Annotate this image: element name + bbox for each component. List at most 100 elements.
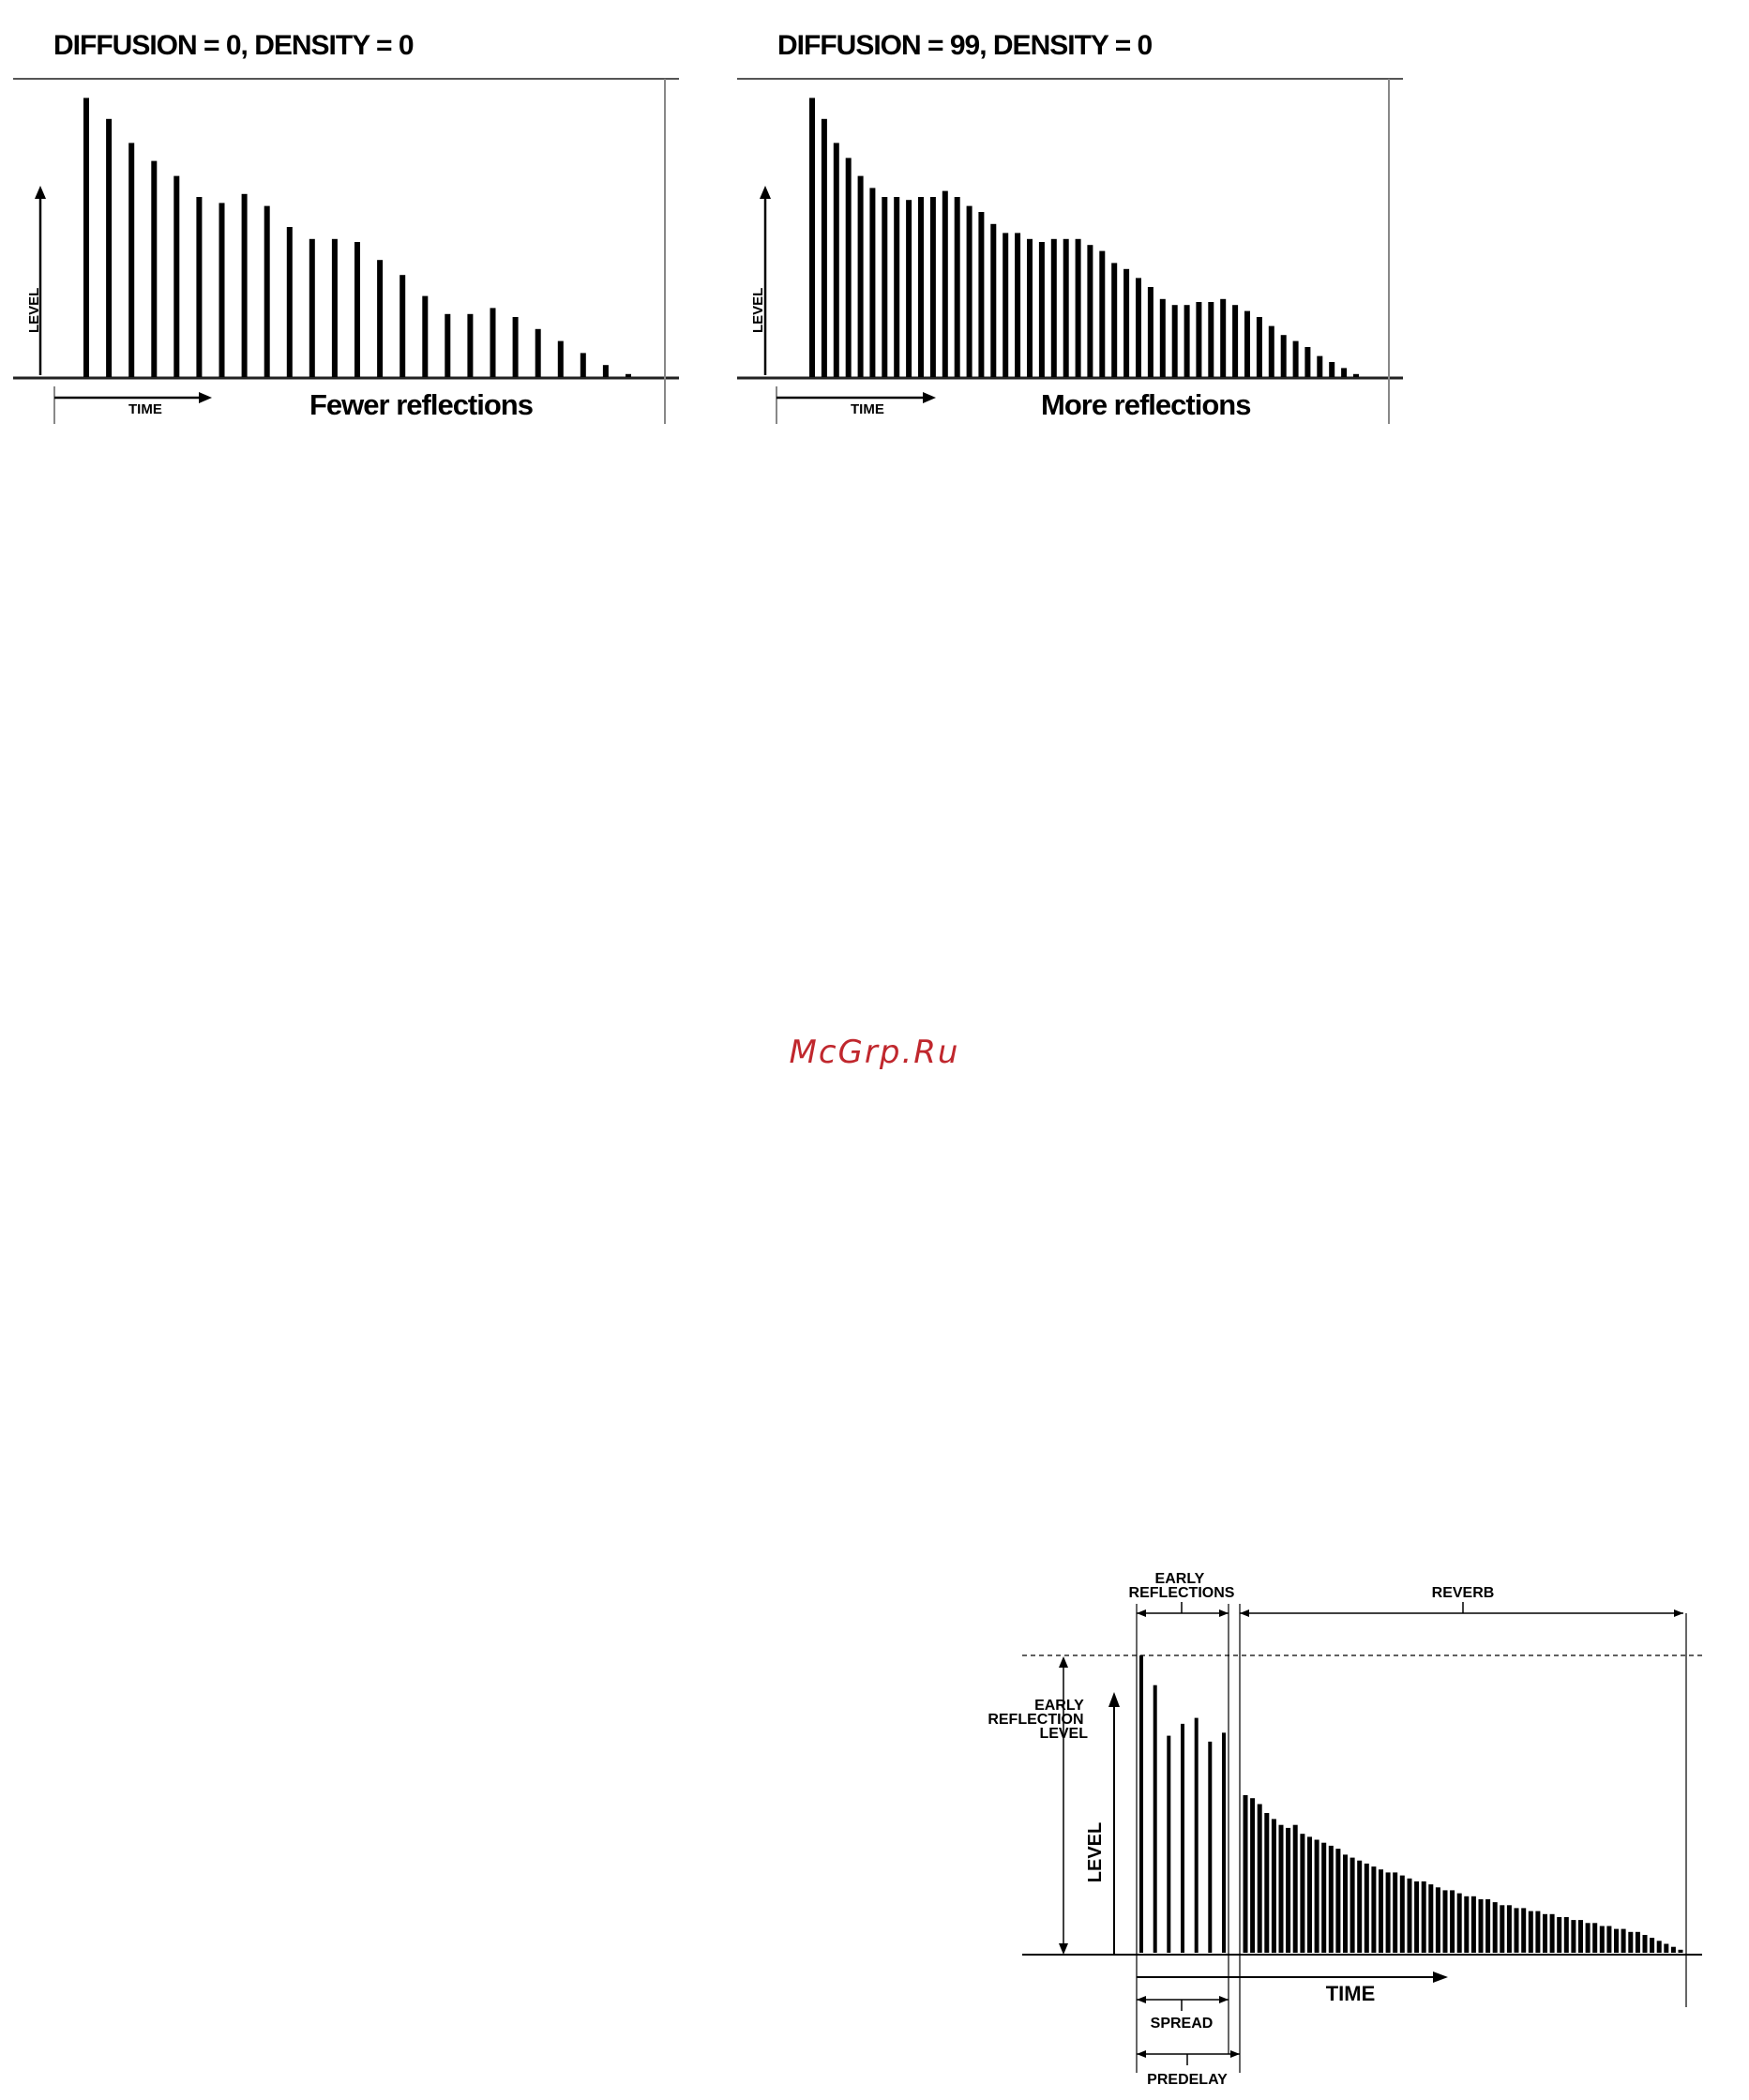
left-bar-21 xyxy=(557,340,564,377)
reverb-bar-4 xyxy=(1271,1819,1276,1954)
right-bar-25 xyxy=(1111,263,1118,377)
reverb-bar-56 xyxy=(1642,1935,1648,1953)
left-panel-caption: Fewer reflections xyxy=(309,388,534,421)
reverb-bar-31 xyxy=(1464,1896,1470,1953)
reverb-bar-7 xyxy=(1292,1824,1298,1953)
left-bar-16 xyxy=(445,313,451,377)
early-bar-6 xyxy=(1222,1732,1226,1953)
right-bar-10 xyxy=(929,197,936,377)
left-bar-10 xyxy=(309,238,315,377)
early-reflection-level-label: EARLY REFLECTION LEVEL xyxy=(988,1698,1088,1742)
right-bar-30 xyxy=(1171,305,1178,377)
reverb-bar-45 xyxy=(1563,1917,1569,1953)
reverb-bar-39 xyxy=(1521,1908,1527,1953)
reverb-bar-26 xyxy=(1428,1884,1434,1953)
right-bar-17 xyxy=(1015,233,1021,377)
right-bar-1 xyxy=(821,118,827,378)
early-bar-5 xyxy=(1208,1741,1213,1953)
right-bar-2 xyxy=(833,143,839,377)
right-bar-44 xyxy=(1341,368,1348,377)
early-bar-4 xyxy=(1194,1717,1199,1953)
left-panel-svg xyxy=(13,78,679,424)
right-y-axis-label: LEVEL xyxy=(750,287,766,333)
reverb-bar-50 xyxy=(1599,1926,1605,1953)
reverb-bar-1 xyxy=(1250,1798,1256,1953)
early-reflection-bars xyxy=(1139,1655,1226,1953)
right-bar-45 xyxy=(1353,373,1359,377)
spread-left-arrow xyxy=(1137,1996,1146,2003)
right-bar-35 xyxy=(1232,305,1239,377)
time-axis-arrowhead xyxy=(1433,1972,1448,1983)
right-panel-chart xyxy=(737,77,1403,424)
right-bar-43 xyxy=(1329,362,1335,377)
left-panel-title: DIFFUSION = 0, DENSITY = 0 xyxy=(53,30,415,61)
right-bar-40 xyxy=(1292,340,1299,377)
right-bar-29 xyxy=(1159,298,1166,377)
right-bar-42 xyxy=(1317,355,1323,377)
right-bar-32 xyxy=(1196,302,1202,377)
right-bar-19 xyxy=(1038,242,1045,377)
reverb-bar-3 xyxy=(1264,1813,1270,1953)
predelay-right-arrow xyxy=(1230,2050,1240,2058)
right-bar-28 xyxy=(1147,287,1153,377)
reverb-bar-37 xyxy=(1506,1905,1512,1953)
left-time-arrowhead xyxy=(199,392,212,403)
right-bar-14 xyxy=(978,212,985,377)
reverb-bar-5 xyxy=(1278,1824,1284,1953)
right-bar-11 xyxy=(942,190,948,377)
right-bar-39 xyxy=(1280,335,1287,377)
reverb-diagram: EARLY REFLECTIONS REVERB EARLY REFLECTIO… xyxy=(966,1566,1707,2092)
reverb-bar-57 xyxy=(1650,1938,1655,1953)
reverb-bar-32 xyxy=(1470,1896,1476,1953)
reverb-bar-24 xyxy=(1414,1881,1420,1953)
reverb-bar-60 xyxy=(1670,1946,1676,1953)
reverb-bar-6 xyxy=(1286,1827,1291,1953)
right-bar-26 xyxy=(1123,268,1130,377)
reverb-bar-10 xyxy=(1314,1839,1319,1953)
reverb-bar-59 xyxy=(1664,1943,1669,1953)
reverb-bar-0 xyxy=(1243,1795,1248,1953)
reverb-bar-27 xyxy=(1435,1887,1440,1953)
reverb-bar-11 xyxy=(1321,1842,1327,1953)
right-bar-41 xyxy=(1304,347,1311,377)
reverb-bar-38 xyxy=(1514,1908,1519,1953)
early-bar-0 xyxy=(1139,1655,1143,1953)
left-bar-4 xyxy=(173,175,180,377)
left-bar-9 xyxy=(286,227,293,377)
left-bar-20 xyxy=(535,328,541,377)
right-bar-18 xyxy=(1027,238,1033,377)
reverb-bar-52 xyxy=(1614,1928,1619,1953)
left-bar-11 xyxy=(331,238,338,377)
early-reflections-label-line1: EARLY REFLECTIONS xyxy=(1129,1571,1235,1601)
reverb-bar-16 xyxy=(1357,1860,1363,1953)
right-bar-9 xyxy=(918,197,924,377)
early-bar-2 xyxy=(1167,1735,1171,1953)
left-bar-23 xyxy=(602,365,609,377)
reverb-bar-40 xyxy=(1528,1911,1533,1953)
left-bar-1 xyxy=(106,118,113,378)
left-bar-8 xyxy=(264,205,270,377)
right-bar-24 xyxy=(1099,250,1106,377)
reverb-bar-23 xyxy=(1407,1878,1412,1954)
reverb-bar-19 xyxy=(1379,1869,1383,1953)
left-panel-chart xyxy=(13,77,679,424)
left-bar-14 xyxy=(400,275,406,377)
spread-right-arrow xyxy=(1219,1996,1229,2003)
right-bar-34 xyxy=(1220,298,1227,377)
left-bar-7 xyxy=(241,193,248,377)
reverb-bar-41 xyxy=(1535,1911,1541,1953)
right-bar-5 xyxy=(869,188,876,377)
erl-arrow-bottom xyxy=(1059,1943,1068,1955)
reverb-bracket-right-arrow xyxy=(1674,1609,1683,1617)
reverb-bar-55 xyxy=(1635,1931,1640,1953)
reverb-bar-35 xyxy=(1492,1902,1498,1953)
early-bracket-left-arrow xyxy=(1137,1609,1146,1617)
right-bar-21 xyxy=(1063,238,1069,377)
reverb-label: REVERB xyxy=(1432,1585,1495,1601)
reverb-bar-20 xyxy=(1385,1872,1391,1953)
right-x-axis-label: TIME xyxy=(851,401,884,417)
reverb-bar-47 xyxy=(1578,1920,1583,1953)
left-bar-18 xyxy=(490,308,496,377)
reverb-bar-15 xyxy=(1349,1857,1355,1953)
left-y-axis-label: LEVEL xyxy=(26,287,42,333)
